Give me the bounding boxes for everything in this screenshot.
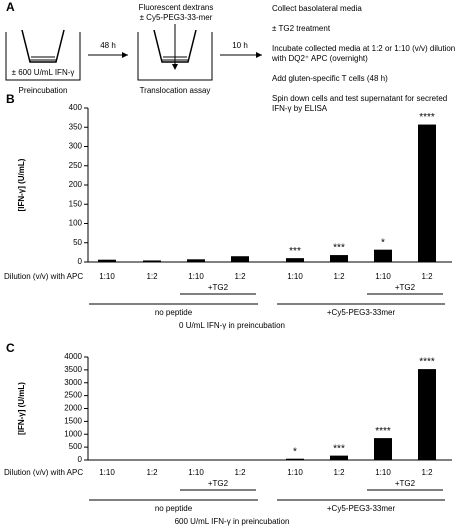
y-tick-label: 250 [69, 161, 83, 170]
x-tick-label: 1:2 [234, 272, 246, 281]
step: Incubate collected media at 1:2 or 1:10 … [272, 44, 456, 63]
x-tick-label: 1:2 [234, 468, 246, 477]
x-tick-label: 1:2 [333, 272, 345, 281]
group-label: +Cy5-PEG3-33mer [327, 504, 396, 513]
significance: **** [419, 357, 435, 368]
x-axis-label: Dilution (v/v) with APC [4, 468, 83, 477]
bar [286, 458, 304, 460]
bar [231, 256, 249, 262]
step: Collect basolateral media [272, 4, 362, 13]
y-tick-label: 0 [78, 257, 83, 266]
caption: Preincubation [19, 86, 68, 95]
x-tick-label: 1:2 [421, 272, 433, 281]
y-tick-label: 0 [78, 455, 83, 464]
y-tick-label: 2500 [64, 391, 82, 400]
panel-letter: B [6, 92, 15, 106]
arrowhead [172, 64, 178, 70]
y-tick-label: 50 [73, 238, 82, 247]
x-axis-label: Dilution (v/v) with APC [4, 272, 83, 281]
y-tick-label: 100 [69, 219, 83, 228]
y-tick-label: 300 [69, 142, 83, 151]
bar [330, 455, 348, 460]
bar [187, 259, 205, 262]
group-label: +TG2 [208, 283, 229, 292]
significance: * [293, 446, 297, 457]
y-tick-label: 3000 [64, 378, 82, 387]
arrowhead [256, 52, 262, 58]
bar [98, 259, 116, 262]
arrowhead [122, 52, 128, 58]
step: ± TG2 treatment [272, 24, 331, 33]
group-label: +TG2 [395, 283, 416, 292]
condition: ± 600 U/mL IFN-γ [12, 68, 75, 77]
group-label: +Cy5-PEG3-33mer [327, 308, 396, 317]
x-tick-label: 1:10 [375, 468, 391, 477]
y-axis-label: [IFN-γ] (U/mL) [17, 158, 26, 211]
significance: *** [289, 246, 301, 257]
time: 10 h [232, 41, 248, 50]
y-tick-label: 350 [69, 122, 83, 131]
x-tick-label: 1:10 [188, 272, 204, 281]
bar [374, 249, 392, 262]
y-tick-label: 3500 [64, 365, 82, 374]
group-label: +TG2 [395, 479, 416, 488]
bar [286, 258, 304, 262]
bar [418, 369, 436, 460]
insert [21, 29, 65, 63]
caption: Translocation assay [140, 86, 211, 95]
x-tick-label: 1:2 [146, 468, 158, 477]
y-axis-label: [IFN-γ] (U/mL) [17, 382, 26, 435]
x-tick-label: 1:10 [188, 468, 204, 477]
time: 48 h [100, 41, 116, 50]
significance: *** [333, 243, 345, 254]
bar [374, 438, 392, 460]
x-tick-label: 1:10 [287, 272, 303, 281]
well [5, 32, 81, 81]
caption: 0 U/mL IFN-γ in preincubation [179, 321, 285, 330]
y-tick-label: 400 [69, 103, 83, 112]
label: Fluorescent dextrans [139, 3, 214, 12]
x-tick-label: 1:10 [99, 468, 115, 477]
significance: *** [333, 443, 345, 454]
y-tick-label: 1000 [64, 429, 82, 438]
y-tick-label: 1500 [64, 416, 82, 425]
well [137, 32, 213, 81]
x-tick-label: 1:10 [375, 272, 391, 281]
x-tick-label: 1:2 [333, 468, 345, 477]
significance: **** [375, 426, 391, 437]
significance: * [381, 237, 385, 248]
group-label: no peptide [155, 308, 193, 317]
x-tick-label: 1:10 [287, 468, 303, 477]
y-tick-label: 500 [69, 442, 83, 451]
step: Spin down cells and test supernatant for… [272, 94, 448, 113]
x-tick-label: 1:10 [99, 272, 115, 281]
panel-letter: C [6, 341, 15, 355]
bar [418, 124, 436, 263]
y-tick-label: 150 [69, 199, 83, 208]
bar [143, 260, 161, 262]
caption: 600 U/mL IFN-γ in preincubation [175, 517, 290, 526]
y-tick-label: 4000 [64, 352, 82, 361]
y-tick-label: 200 [69, 180, 83, 189]
label: ± Cy5-PEG3-33-mer [140, 13, 213, 22]
membrane [30, 56, 56, 61]
x-tick-label: 1:2 [146, 272, 158, 281]
y-tick-label: 2000 [64, 404, 82, 413]
group-label: +TG2 [208, 479, 229, 488]
step: Add gluten-specific T cells (48 h) [272, 74, 388, 83]
group-label: no peptide [155, 504, 193, 513]
x-tick-label: 1:2 [421, 468, 433, 477]
bar [330, 255, 348, 262]
panel-letter: A [6, 0, 15, 14]
significance: **** [419, 112, 435, 123]
